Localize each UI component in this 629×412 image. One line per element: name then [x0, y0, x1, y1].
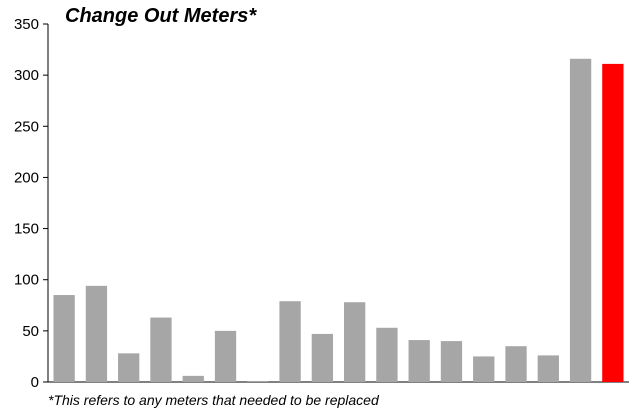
bar-15	[505, 346, 527, 382]
y-tick-label: 200	[14, 169, 39, 186]
y-tick-label: 250	[14, 118, 39, 135]
y-tick-label: 50	[22, 323, 39, 340]
bar-18	[602, 63, 624, 383]
bar-12	[408, 340, 430, 382]
bar-9	[311, 333, 334, 382]
chart-title: Change Out Meters*	[65, 5, 257, 27]
bars-group	[53, 58, 624, 383]
bar-5	[182, 375, 204, 382]
bar-4	[150, 317, 172, 382]
bar-2	[85, 285, 108, 382]
bar-1	[53, 295, 75, 382]
bar-6	[214, 330, 237, 382]
chart-footnote: *This refers to any meters that needed t…	[48, 392, 380, 408]
bar-13	[440, 341, 463, 382]
y-tick-label: 150	[14, 221, 39, 238]
y-axis-ticks: 0 50 100 150 200 250 300 350	[14, 16, 48, 391]
bar-14	[473, 356, 495, 382]
bar-16	[537, 355, 559, 382]
y-tick-label: 0	[31, 374, 39, 391]
y-tick-label: 300	[14, 67, 39, 84]
bar-17	[569, 58, 592, 383]
y-tick-label: 350	[14, 16, 39, 33]
bar-10	[343, 302, 366, 382]
bar-11	[376, 327, 398, 382]
bar-3	[118, 353, 140, 382]
y-tick-label: 100	[14, 272, 39, 289]
bar-7	[247, 380, 269, 382]
bar-8	[279, 301, 301, 382]
